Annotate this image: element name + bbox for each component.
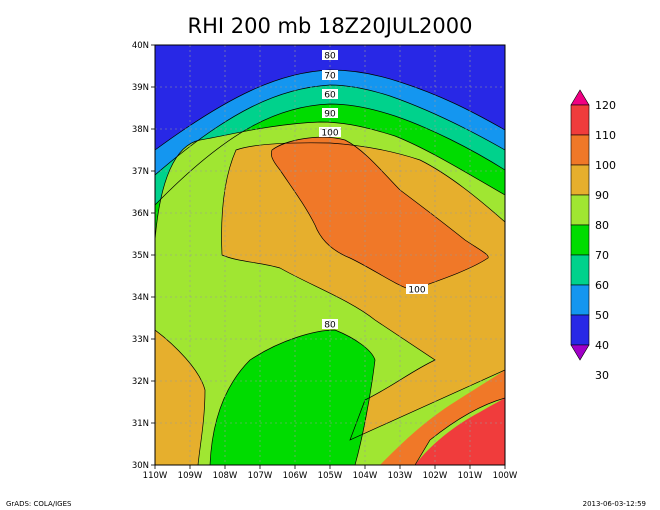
lon-tick-label: 101W: [458, 471, 483, 481]
colorbar-swatch: [570, 254, 590, 286]
colorbar-label: 50: [595, 309, 609, 322]
contour-line-80-south: [209, 329, 376, 465]
colorbar-arrow-top: [570, 89, 590, 106]
colorbar-label: 70: [595, 249, 609, 262]
band-50-60: [155, 70, 505, 175]
colorbar-arrow-bottom: [570, 344, 590, 361]
contour-line-100-outer: [221, 142, 505, 441]
gridlines: [151, 44, 506, 469]
band-100-110-center: [271, 137, 489, 290]
contour-line-100-center: [270, 136, 489, 291]
contour-line-90-west: [155, 329, 206, 465]
colorbar-label: 60: [595, 279, 609, 292]
colorbar-swatch: [570, 314, 590, 346]
lat-tick-label: 40N: [132, 41, 149, 51]
lon-tick-label: 110W: [143, 471, 168, 481]
lat-tick-label: 37N: [132, 167, 149, 177]
colorbar-swatch: [570, 224, 590, 256]
colorbar-label: 110: [595, 129, 616, 142]
band-110-120: [415, 398, 505, 465]
lat-tick-label: 33N: [132, 335, 149, 345]
contour-line-80: [155, 69, 505, 151]
colorbar-label: 40: [595, 339, 609, 352]
lat-tick-label: 39N: [132, 83, 149, 93]
lon-tick-label: 103W: [388, 471, 413, 481]
contour-label: 100: [321, 129, 338, 139]
colorbar-label: 100: [595, 159, 616, 172]
contour-label: 100: [408, 286, 425, 296]
colorbar-label: 80: [595, 219, 609, 232]
lon-tick-label: 108W: [213, 471, 238, 481]
band-40-50: [155, 45, 505, 150]
footer-credit: GrADS: COLA/IGES: [6, 500, 72, 508]
contour-line-90: [155, 121, 505, 241]
lon-tick-label: 104W: [353, 471, 378, 481]
plot-frame: [154, 44, 506, 466]
lon-tick-label: 105W: [318, 471, 343, 481]
lat-tick-label: 31N: [132, 419, 149, 429]
footer-timestamp: 2013-06-03-12:59: [582, 500, 646, 508]
colorbar-swatch: [570, 164, 590, 196]
contour-line-110: [414, 397, 505, 465]
lat-tick-label: 34N: [132, 293, 149, 303]
colorbar-swatch: [570, 134, 590, 166]
colorbar-swatch: [570, 284, 590, 316]
band-100-110: [380, 370, 505, 465]
contour-line-60: [155, 103, 505, 206]
lon-tick-label: 106W: [283, 471, 308, 481]
colorbar-swatch: [570, 104, 590, 136]
band-70-80: [155, 104, 505, 240]
band-60-70: [155, 85, 505, 205]
colorbar-label: 30: [595, 369, 609, 382]
band-90-100-west: [155, 330, 205, 465]
colorbar-label: 120: [595, 99, 616, 112]
axis-labels: 110W 109W 108W 107W 106W 105W 104W 103W 102W 101W…: [132, 41, 518, 481]
band-70-80-south: [210, 330, 375, 465]
lon-tick-label: 109W: [178, 471, 203, 481]
lon-tick-label: 107W: [248, 471, 273, 481]
lat-tick-label: 38N: [132, 125, 149, 135]
lon-tick-label: 100W: [493, 471, 518, 481]
lat-tick-label: 36N: [132, 209, 149, 219]
contour-lines: [155, 69, 505, 465]
colorbar-label: 90: [595, 189, 609, 202]
contour-line-70: [155, 84, 505, 176]
colorbar: 120 110 100 90 80 70 60 50 40 30: [570, 89, 616, 382]
lat-tick-label: 30N: [132, 461, 149, 471]
map-title: RHI 200 mb 18Z20JUL2000: [187, 14, 473, 38]
lat-tick-label: 35N: [132, 251, 149, 261]
lon-tick-label: 102W: [423, 471, 448, 481]
colorbar-swatch: [570, 194, 590, 226]
contour-label: 90: [324, 110, 336, 120]
lat-tick-label: 32N: [132, 377, 149, 387]
